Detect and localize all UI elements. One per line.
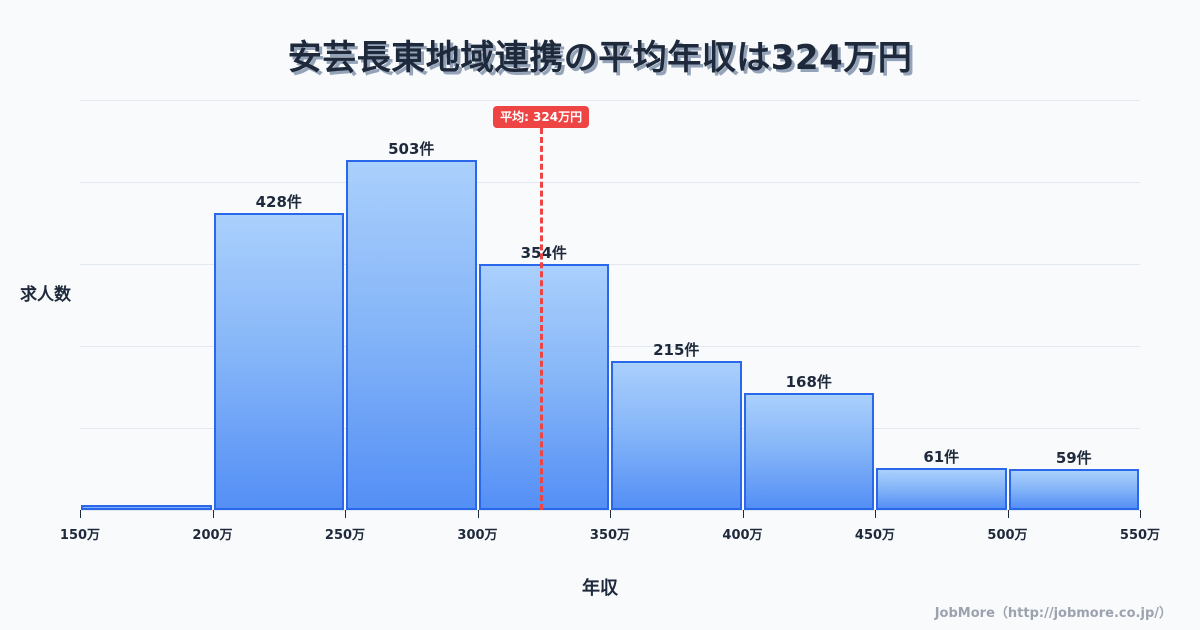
histogram-bar [81,505,212,510]
histogram-bar [876,467,1007,510]
gridline [80,346,1140,347]
x-tick-label: 500万 [987,528,1028,543]
x-tick [610,510,611,518]
x-tick-label: 550万 [1119,528,1161,543]
bar-value-label: 354件 [520,244,567,262]
mean-badge: 平均: 324万円 [493,106,590,128]
histogram-bar [611,360,742,510]
chart-title: 安芸長東地域連携の平均年収は324万円 [287,38,913,78]
y-axis-label: 求人数 [20,285,71,305]
x-tick-label: 250万 [324,528,366,543]
bar-value-label: 428件 [255,192,302,211]
x-tick-label: 450万 [854,528,896,543]
x-tick-label: 150万 [59,528,101,543]
plot-area: 428件 503件 354件 215件 168件 61件 59件 [80,100,1140,511]
bar-value-label: 59件 [1055,449,1092,467]
x-tick [212,510,214,518]
bar-value-label: 61件 [923,447,960,466]
histogram-bar [213,212,344,510]
histogram-bar [1008,469,1139,510]
x-tick [1140,510,1141,518]
x-tick [80,510,81,518]
x-tick-label: 400万 [722,528,763,543]
gridline [80,264,1140,265]
x-tick [875,510,876,518]
histogram-bar [743,393,874,510]
histogram-bar [478,264,609,510]
mean-line [540,128,544,510]
watermark: JobMore（http://jobmore.co.jp/） [934,606,1172,621]
gridline [80,428,1140,429]
x-tick [1007,510,1009,518]
x-tick [477,510,479,518]
x-tick [742,510,744,518]
bar-value-label: 168件 [785,373,832,392]
bar-value-label: 215件 [653,340,700,359]
x-tick [345,510,346,518]
x-tick-label: 300万 [457,528,498,543]
x-tick-label: 200万 [192,528,233,543]
gridline [80,182,1140,183]
gridline [80,100,1140,101]
bar-value-label: 503件 [388,140,435,159]
histogram-bar [346,160,477,510]
x-tick-label: 350万 [589,528,631,543]
x-axis-label: 年収 [582,578,618,599]
